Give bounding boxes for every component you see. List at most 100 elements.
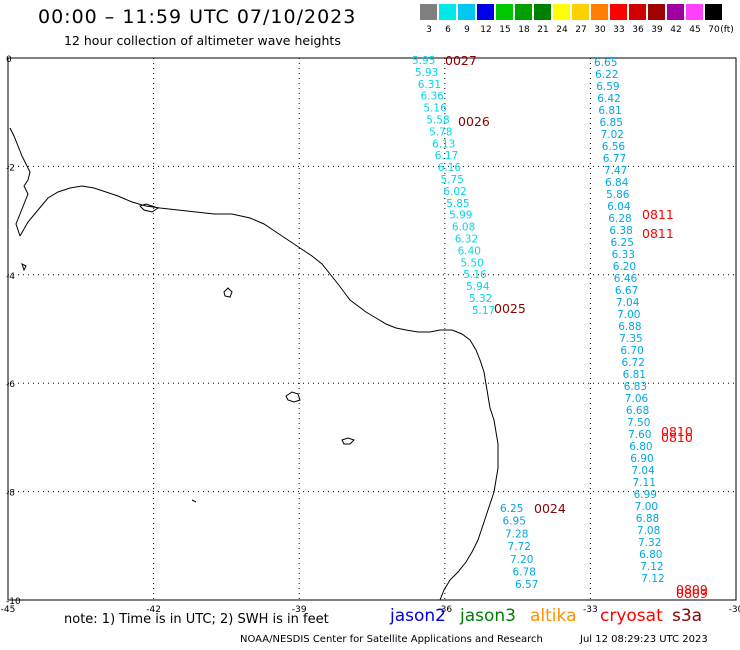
x-tick-label: -30 (729, 605, 740, 615)
legend-swatch (477, 4, 494, 20)
swh-value: 5.75 (441, 174, 464, 186)
legend-unit: (ft) (720, 25, 734, 35)
island-a (139, 203, 160, 213)
pass-time-label: 0026 (458, 114, 490, 129)
y-tick-label: -4 (6, 272, 15, 282)
x-tick-label: -39 (292, 605, 307, 615)
swh-value: 6.90 (630, 453, 653, 465)
island-e (21, 263, 27, 272)
satellite-name: jason3 (460, 606, 516, 626)
swh-value: 6.67 (615, 285, 638, 297)
pass-time-label: 0810 (661, 430, 693, 445)
page-subtitle: 12 hour collection of altimeter wave hei… (64, 33, 341, 48)
legend-label: 18 (518, 25, 530, 35)
swh-value: 6.38 (609, 225, 632, 237)
satellite-name: s3a (672, 606, 703, 626)
swh-value: 6.81 (598, 105, 621, 117)
x-tick-label: -42 (146, 605, 161, 615)
swh-value: 6.40 (458, 245, 481, 257)
legend-swatch (629, 4, 646, 20)
swh-value: 5.93 (415, 67, 438, 79)
swh-value: 6.25 (500, 503, 523, 515)
swh-value: 5.85 (446, 198, 469, 210)
x-tick-label: -36 (437, 605, 452, 615)
legend-swatch (458, 4, 475, 20)
swh-value: 6.32 (455, 234, 478, 246)
legend-label: 36 (632, 25, 644, 35)
swh-value: 6.56 (602, 141, 626, 153)
swh-value: 7.12 (640, 561, 663, 573)
axis-ticks: -45 -42 -39 -36 -33 -30 0 -2 -4 -6 -8 -10 (1, 55, 740, 615)
swh-value: 6.42 (597, 93, 620, 105)
swh-value: 6.16 (438, 162, 462, 174)
legend-swatch (553, 4, 570, 20)
swh-value: 7.12 (641, 573, 664, 585)
swh-value: 6.46 (614, 273, 638, 285)
legend-label: 21 (537, 25, 549, 35)
swh-value: 7.32 (638, 537, 661, 549)
swh-value: 7.00 (617, 309, 640, 321)
y-tick-label: -6 (6, 380, 15, 390)
swh-value: 7.20 (510, 554, 533, 566)
island-f (191, 499, 197, 503)
altimeter-tracks: 5.955.936.316.365.165.585.786.136.176.16… (412, 55, 665, 591)
x-tick-label: -33 (583, 605, 598, 615)
legend-swatch (667, 4, 684, 20)
legend-label: 3 (426, 25, 432, 35)
legend-label: 45 (689, 25, 701, 35)
pass-time-label: 0025 (494, 301, 526, 316)
swh-value: 5.16 (463, 269, 487, 281)
footnote: note: 1) Time is in UTC; 2) SWH is in fe… (64, 612, 329, 627)
satellite-name: jason2 (390, 606, 446, 626)
swh-value: 5.32 (469, 293, 492, 305)
y-tick-label: -8 (6, 489, 15, 499)
swh-value: 6.70 (620, 345, 643, 357)
pass-time-label: 0809 (676, 586, 708, 601)
pass-time-label: 0810 (661, 424, 693, 439)
legend-label: 12 (480, 25, 492, 35)
swh-value: 6.36 (421, 91, 445, 103)
coastline-north (9, 127, 31, 237)
swh-value: 6.31 (418, 79, 441, 91)
swh-value: 7.35 (619, 333, 642, 345)
swh-value: 6.84 (605, 177, 629, 189)
swh-value: 5.94 (466, 281, 490, 293)
legend-swatch (572, 4, 589, 20)
island-c (285, 391, 301, 403)
legend-label: 33 (613, 25, 625, 35)
timestamp: Jul 12 08:29:23 UTC 2023 (580, 634, 708, 645)
swh-value: 7.00 (635, 501, 658, 513)
swh-value: 7.06 (625, 393, 649, 405)
legend-label: 42 (670, 25, 682, 35)
swh-value: 5.86 (606, 189, 630, 201)
swh-value: 7.04 (631, 465, 655, 477)
swh-value: 5.78 (429, 126, 452, 138)
legend-swatch (686, 4, 703, 20)
swh-value: 5.58 (426, 115, 449, 127)
legend-swatch (534, 4, 551, 20)
page-title: 00:00 – 11:59 UTC 07/10/2023 (38, 6, 357, 28)
satellite-name: cryosat (600, 606, 663, 626)
swh-value: 6.72 (622, 357, 645, 369)
swh-value: 7.28 (505, 528, 528, 540)
legend-swatch (705, 4, 722, 20)
swh-value: 6.95 (503, 516, 526, 528)
y-tick-label: 0 (6, 55, 12, 65)
swh-value: 6.02 (443, 186, 466, 198)
swh-value: 7.04 (616, 297, 640, 309)
legend-label: 24 (556, 25, 568, 35)
map-frame (7, 57, 737, 601)
swh-value: 6.83 (624, 381, 647, 393)
swh-value: 6.33 (612, 249, 635, 261)
x-tick-label: -45 (1, 605, 16, 615)
swh-value: 6.99 (634, 489, 657, 501)
swh-value: 6.80 (629, 441, 652, 453)
legend-label: 27 (575, 25, 587, 35)
swh-value: 5.50 (460, 257, 483, 269)
swh-value: 6.08 (452, 222, 475, 234)
swh-value: 6.77 (603, 153, 626, 165)
legend-label: 9 (464, 25, 470, 35)
swh-value: 7.72 (508, 541, 531, 553)
swh-value: 5.95 (412, 55, 435, 67)
